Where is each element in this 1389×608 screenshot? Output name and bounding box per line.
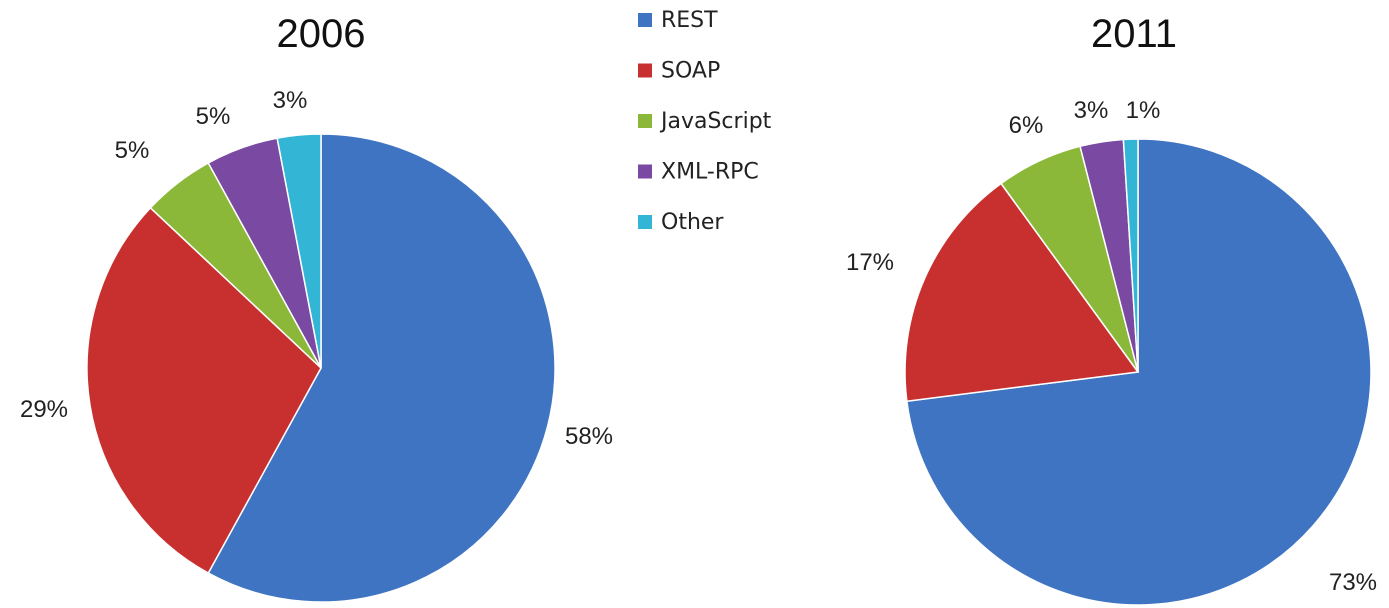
data-label-2011-xml-rpc: 3% [1074, 97, 1109, 124]
data-label-2006-xml-rpc: 5% [196, 103, 231, 130]
pie-slice-2011-other [1122, 138, 1139, 373]
chart-title-2011: 2011 [1091, 12, 1177, 56]
legend-label-javascript: JavaScript [659, 109, 772, 134]
pie-chart-2011: 2011 73% 17% 6% 3% 1% [846, 12, 1377, 606]
data-label-2011-other: 1% [1126, 97, 1161, 124]
legend-label-other: Other [661, 210, 724, 235]
data-label-2006-rest: 58% [565, 423, 613, 450]
pie-slice-2011-soap [904, 182, 1140, 403]
legend-item-rest: REST [638, 8, 718, 33]
legend-item-javascript: JavaScript [638, 109, 772, 134]
data-label-2006-other: 3% [273, 87, 308, 114]
chart-title-2006: 2006 [277, 12, 366, 56]
legend-item-soap: SOAP [638, 59, 720, 84]
data-label-2006-javascript: 5% [115, 137, 150, 164]
legend: REST SOAP JavaScript XML-RPC Other [638, 8, 772, 235]
legend-label-rest: REST [661, 8, 718, 33]
data-label-2011-rest: 73% [1329, 569, 1377, 596]
pie-chart-2006: 2006 58% 29% 5% 5% 3% [20, 12, 613, 603]
legend-swatch-other [638, 215, 652, 229]
legend-item-other: Other [638, 210, 724, 235]
legend-swatch-xml-rpc [638, 164, 652, 179]
legend-swatch-rest [638, 13, 652, 27]
data-label-2011-soap: 17% [846, 249, 894, 276]
pie-slice-2006-rest [207, 133, 556, 603]
legend-label-xml-rpc: XML-RPC [661, 160, 759, 185]
data-label-2011-javascript: 6% [1009, 112, 1044, 139]
pie-slice-2006-soap [86, 206, 322, 575]
legend-swatch-soap [638, 63, 652, 78]
pie-slice-2006-other [276, 133, 322, 369]
legend-item-xml-rpc: XML-RPC [638, 160, 759, 185]
legend-swatch-javascript [638, 114, 652, 128]
data-label-2006-soap: 29% [20, 396, 68, 423]
legend-label-soap: SOAP [661, 59, 720, 84]
